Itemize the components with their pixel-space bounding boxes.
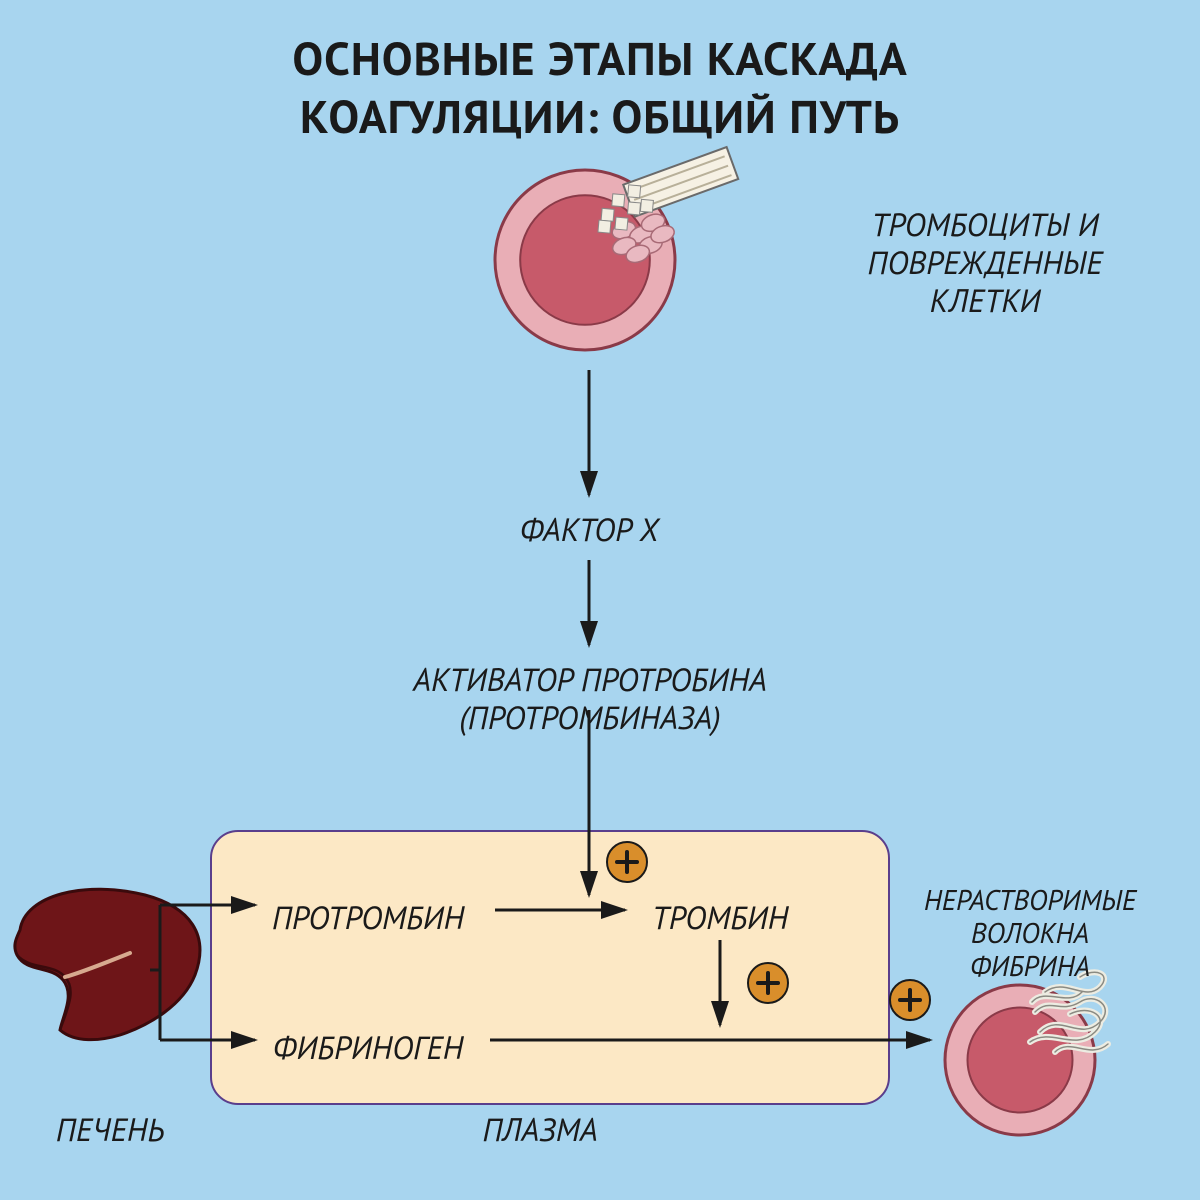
label-plasma: ПЛАЗМА	[240, 1111, 840, 1149]
diagram-title: ОСНОВНЫЕ ЭТАПЫ КАСКАДА КОАГУЛЯЦИИ: ОБЩИЙ…	[0, 0, 1200, 145]
label-factorx: ФАКТОР X	[289, 511, 889, 549]
label-fibrin: НЕРАСТВОРИМЫЕВОЛОКНАФИБРИНА	[730, 883, 1200, 982]
label-activator: АКТИВАТОР ПРОТРОБИНА (ПРОТРОМБИНАЗА)	[290, 661, 890, 737]
title-line2: КОАГУЛЯЦИИ: ОБЩИЙ ПУТЬ	[0, 88, 1200, 146]
label-platelets: ТРОМБОЦИТЫ ИПОВРЕЖДЕННЫЕКЛЕТКИ	[685, 206, 1200, 319]
label-fibrinogen: ФИБРИНОГЕН	[68, 1029, 668, 1067]
title-line1: ОСНОВНЫЕ ЭТАПЫ КАСКАДА	[0, 30, 1200, 88]
